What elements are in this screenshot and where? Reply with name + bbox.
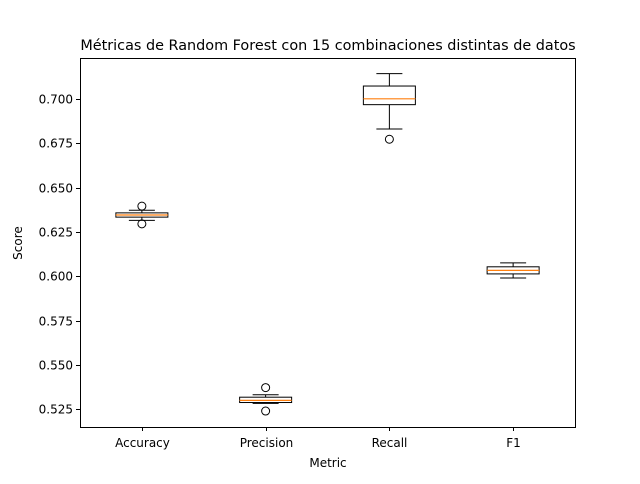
x-axis-label: Metric — [309, 456, 346, 470]
plot-frame — [80, 58, 576, 428]
outlier-point — [137, 201, 147, 211]
y-tick-label: 0.700 — [39, 93, 73, 107]
outlier-point — [261, 383, 271, 393]
outlier-point — [137, 219, 147, 229]
y-tick-label: 0.675 — [39, 137, 73, 151]
box-group-accuracy — [115, 201, 169, 229]
y-tick-label: 0.600 — [39, 270, 73, 284]
chart-title: Métricas de Random Forest con 15 combina… — [80, 38, 575, 54]
outlier-point — [384, 134, 394, 144]
x-tick-label: Recall — [372, 436, 408, 450]
box-group-recall — [362, 73, 416, 144]
box-iqr — [362, 85, 416, 106]
box-group-f1 — [486, 262, 540, 279]
y-tick-label: 0.525 — [39, 403, 73, 417]
outlier-point — [261, 406, 271, 416]
x-tick-label: Accuracy — [115, 436, 170, 450]
x-axis: Accuracy Precision Recall F1 — [115, 427, 521, 450]
x-tick-label: F1 — [506, 436, 521, 450]
plot-area — [115, 73, 540, 416]
y-tick-label: 0.625 — [39, 226, 73, 240]
y-axis: 0.525 0.550 0.575 0.600 0.625 0.650 0.675 0.700 — [39, 93, 80, 417]
y-tick-label: 0.550 — [39, 359, 73, 373]
y-tick-label: 0.650 — [39, 182, 73, 196]
x-tick-label: Precision — [240, 436, 294, 450]
box-group-precision — [239, 383, 293, 416]
y-axis-label: Score — [11, 226, 25, 260]
y-tick-label: 0.575 — [39, 315, 73, 329]
